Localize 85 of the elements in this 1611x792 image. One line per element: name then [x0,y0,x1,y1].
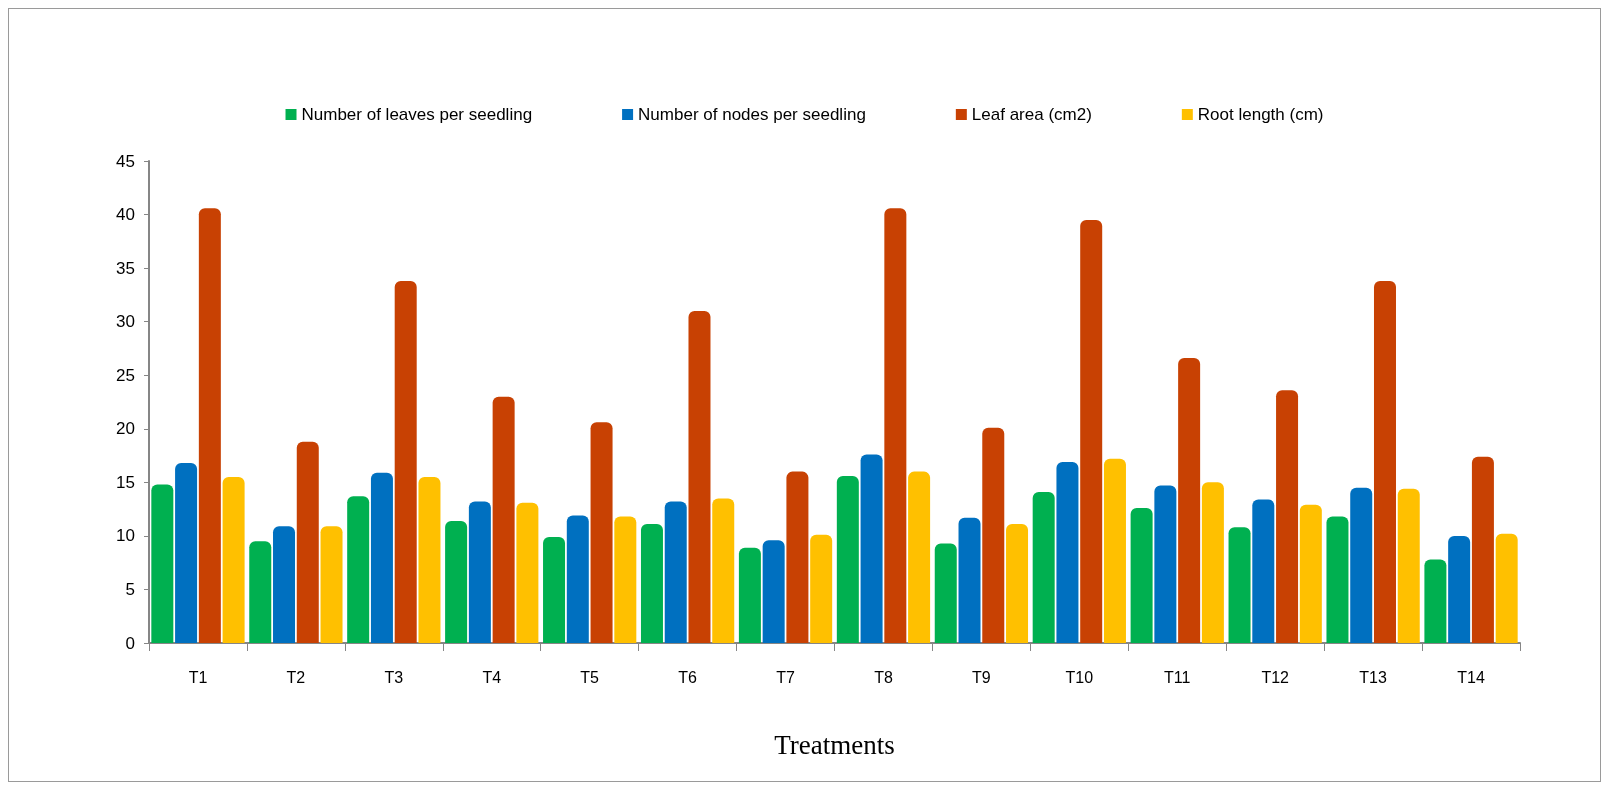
bar [1080,219,1103,643]
bar [347,496,370,643]
bar [1276,390,1299,643]
bar [1130,508,1153,643]
bar [370,472,393,643]
bar [445,520,468,643]
x-tick-label: T1 [188,668,208,686]
y-tick-label: 40 [116,205,135,225]
bar [492,396,515,643]
bar [738,547,761,643]
bar [884,208,907,643]
bar [151,484,174,643]
bar [566,515,589,643]
y-tick-label: 45 [116,151,135,171]
x-tick-label: T10 [1065,668,1094,686]
bar [786,471,809,643]
bar [543,536,566,643]
bar [934,543,957,643]
x-tick-label: T6 [678,668,698,686]
x-tick-label: T13 [1359,668,1387,686]
bar [468,501,491,643]
y-tick-label: 10 [116,526,135,546]
bar [1252,499,1275,643]
bar [394,280,417,643]
bar [1424,559,1447,643]
bar [640,524,663,643]
bar [1178,358,1201,643]
bar [1397,488,1420,643]
legend-label: Number of nodes per seedling [638,105,866,124]
bar [810,534,833,643]
y-tick-label: 5 [125,579,135,599]
bar [320,526,343,643]
bar [1373,280,1396,643]
x-tick-label: T8 [874,668,893,686]
bar [1495,533,1518,643]
bar [1154,485,1177,643]
bar [1056,461,1079,643]
bar [614,516,637,643]
bar [860,454,883,643]
x-tick-label: T7 [776,668,795,686]
y-tick-label: 35 [116,258,135,278]
bar [958,517,981,643]
legend-label: Root length (cm) [1197,105,1324,124]
bar [1201,482,1224,643]
bar [516,502,539,643]
bar [1471,456,1494,643]
bar [198,208,221,643]
legend-label: Number of leaves per seedling [301,105,533,124]
bar [688,310,711,643]
bar [908,471,931,643]
bar [418,476,441,643]
bar [1448,535,1471,643]
y-tick-label: 0 [125,633,135,653]
x-tick-label: T12 [1261,668,1290,686]
bar [1032,491,1055,643]
bar [1006,524,1029,643]
x-tick-label: T4 [482,668,502,686]
bar [296,441,319,643]
x-axis-title: Treatments [774,729,895,760]
bar [762,540,785,643]
x-tick-label: T2 [286,668,306,686]
bar [1350,487,1373,643]
bar [1299,504,1322,643]
bar [712,498,735,643]
bar [982,427,1005,643]
bar [1103,458,1126,643]
x-tick-label: T5 [580,668,600,686]
x-tick-label: T9 [972,668,991,686]
bar [222,476,245,643]
bar [273,526,296,643]
bar [1326,516,1349,643]
bar [590,422,613,643]
x-tick-label: T14 [1457,668,1485,686]
bar [249,541,272,643]
y-tick-label: 15 [116,472,135,492]
y-tick-label: 25 [116,365,135,385]
x-tick-label: T3 [384,668,404,686]
bar [664,501,687,643]
x-tick-label: T11 [1164,668,1191,686]
y-tick-label: 20 [116,419,135,439]
y-tick-label: 30 [116,312,135,332]
bar [175,463,198,643]
legend-label: Leaf area (cm2) [971,105,1092,124]
bar [1228,527,1251,643]
bar [836,475,859,643]
